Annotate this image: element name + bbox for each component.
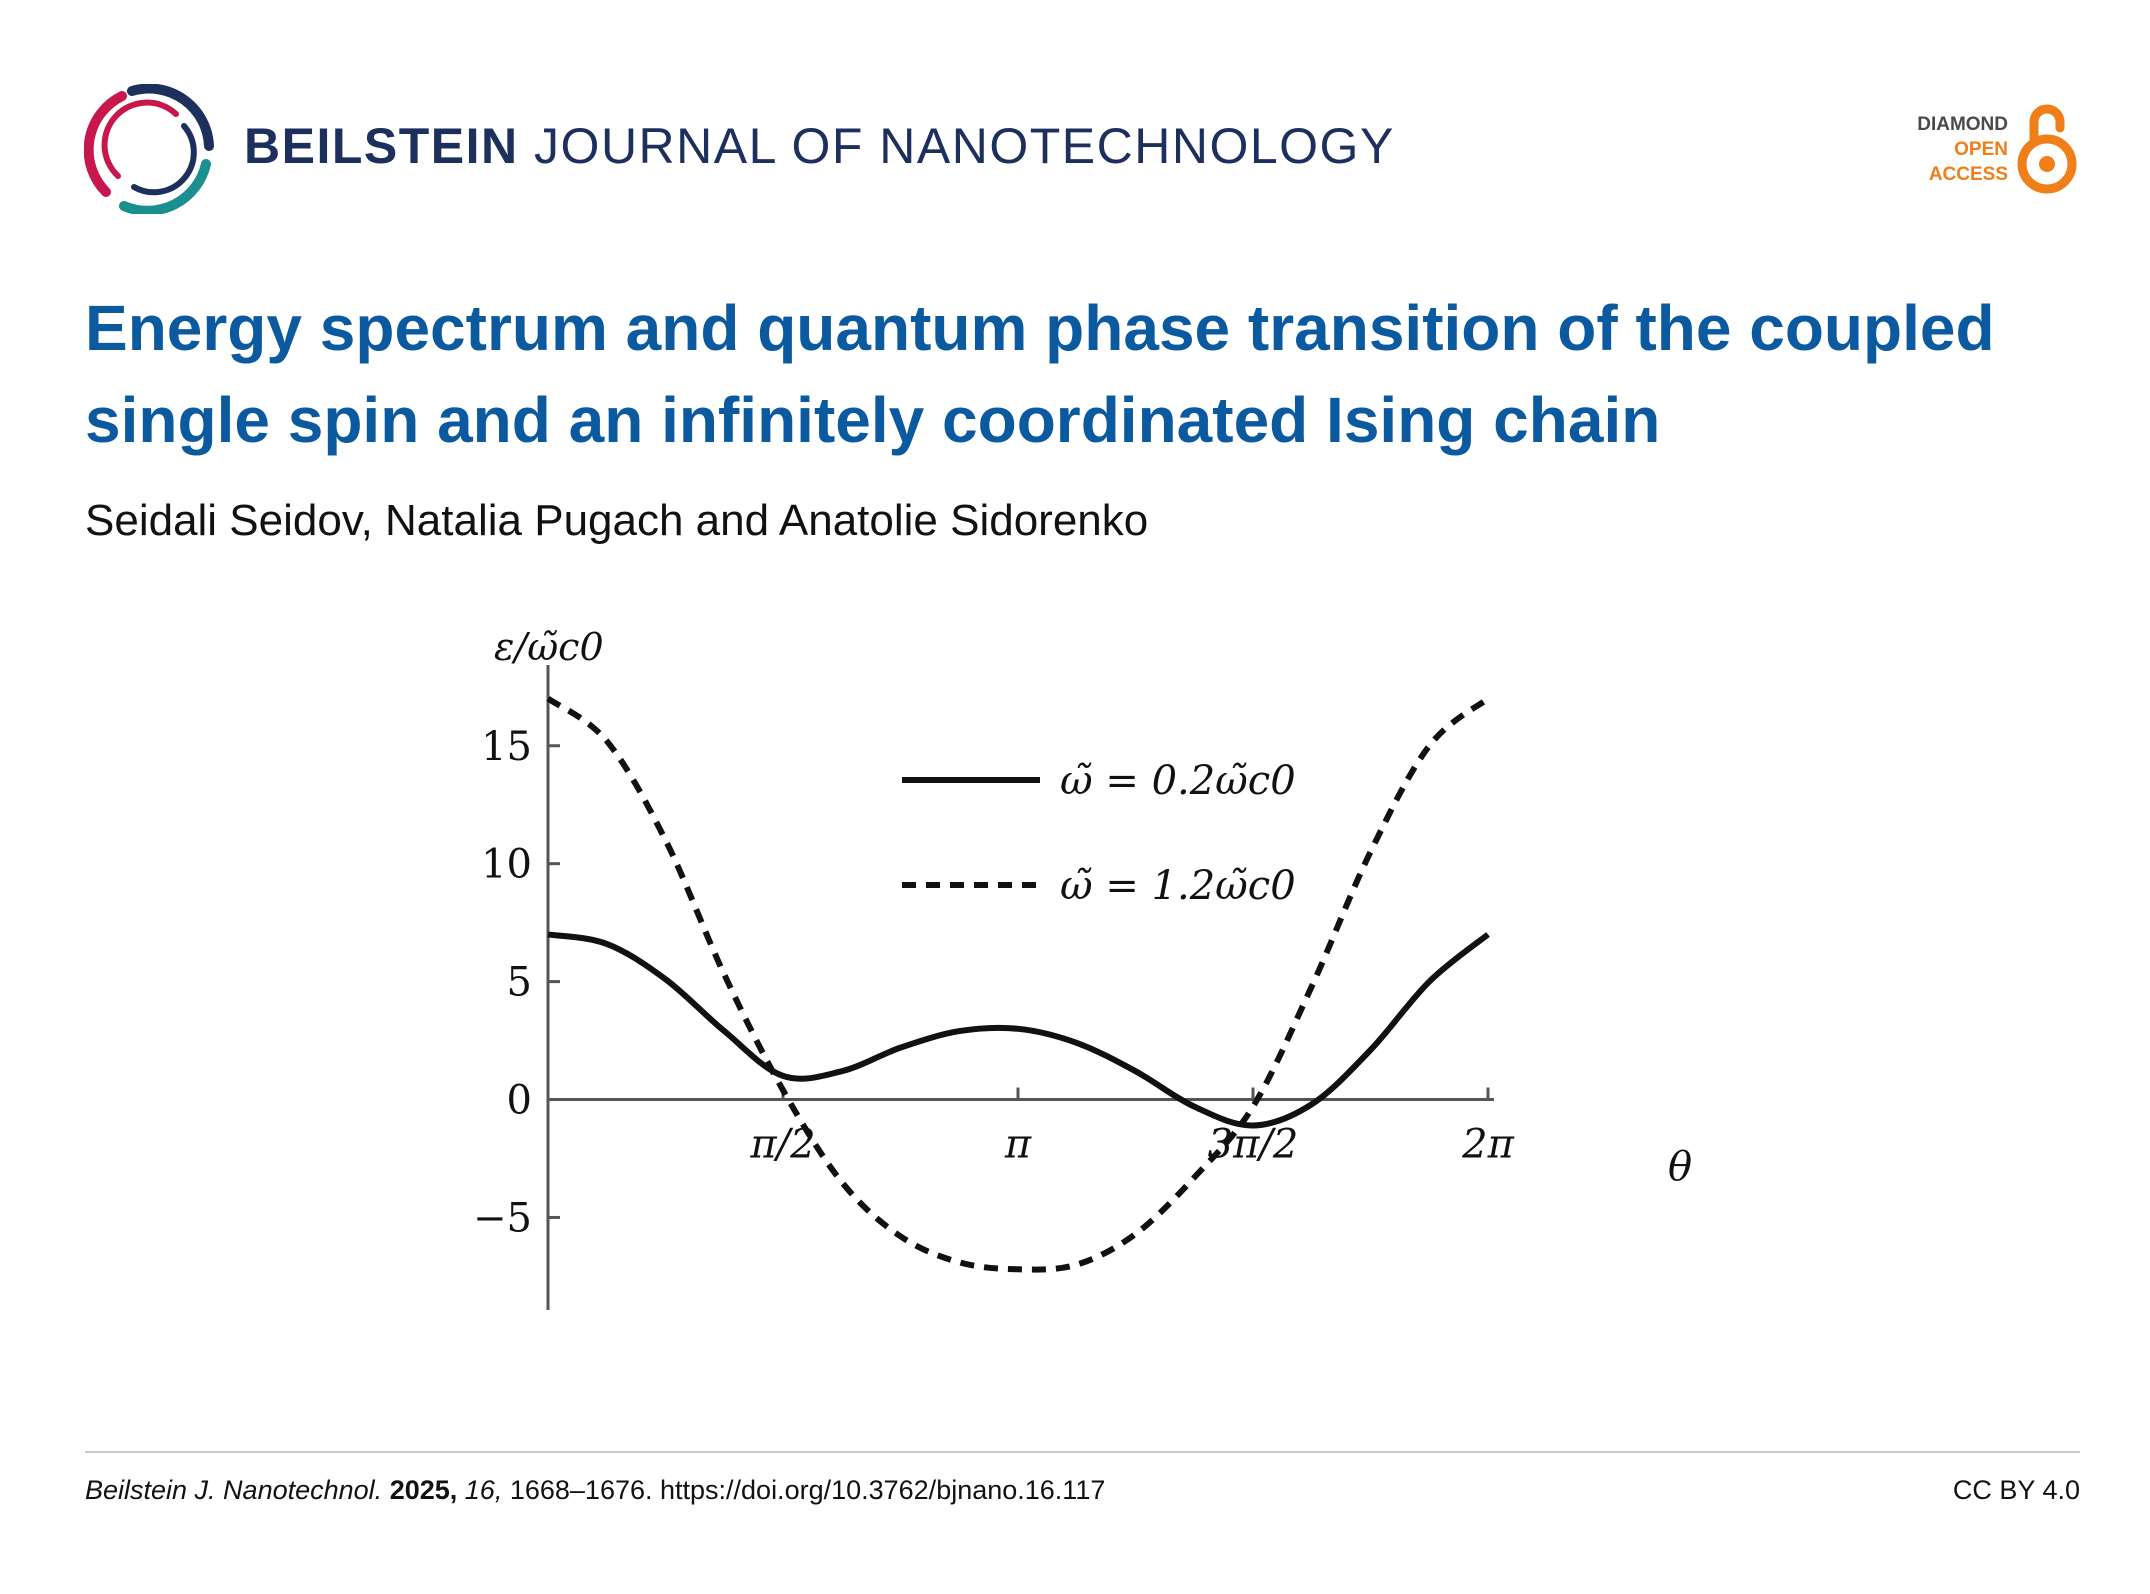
x-tick-label: π bbox=[1004, 1122, 1032, 1168]
badge-line-3: ACCESS bbox=[1928, 164, 2008, 185]
journal-name-rest: JOURNAL OF NANOTECHNOLOGY bbox=[534, 118, 1395, 174]
journal-logo-icon bbox=[84, 84, 214, 214]
citation-volume: 16, bbox=[464, 1475, 503, 1505]
y-tick-label: 0 bbox=[507, 1078, 532, 1124]
y-tick-label: −5 bbox=[473, 1195, 532, 1241]
citation-journal: Beilstein J. Nanotechnol. bbox=[85, 1475, 383, 1505]
y-tick-label: 5 bbox=[507, 960, 532, 1006]
x-tick-label: 3π/2 bbox=[1208, 1122, 1299, 1168]
legend-label-2: ω̃ = 1.2ω̃c0 bbox=[1060, 863, 1296, 909]
citation: Beilstein J. Nanotechnol. 2025, 16, 1668… bbox=[85, 1475, 1105, 1506]
series-line-2 bbox=[546, 696, 1490, 1273]
article-title: Energy spectrum and quantum phase transi… bbox=[85, 292, 1995, 456]
badge-line-1: DIAMOND bbox=[1917, 114, 2008, 135]
license-label: CC BY 4.0 bbox=[1952, 1475, 2080, 1505]
citation-doi-link[interactable]: 1668–1676. https://doi.org/10.3762/bjnan… bbox=[509, 1475, 1106, 1505]
legend-label-1: ω̃ = 0.2ω̃c0 bbox=[1060, 758, 1296, 804]
footer-divider bbox=[85, 1451, 2080, 1453]
y-tick-label: 10 bbox=[481, 842, 532, 888]
open-access-lock-icon bbox=[2017, 104, 2077, 194]
article-authors: Seidali Seidov, Natalia Pugach and Anato… bbox=[85, 496, 1149, 545]
energy-spectrum-figure: −5 0 5 10 15 π/2 π 3π/2 2π ω̃ = 0.2ω̃c0 ω̃ = 1.2ω… bbox=[400, 600, 1800, 1400]
x-axis-label: θ bbox=[1668, 1144, 1692, 1190]
chart-axes bbox=[546, 665, 1494, 1310]
y-tick-label: 15 bbox=[481, 724, 532, 770]
series-line-1 bbox=[547, 931, 1490, 1129]
chart-legend: ω̃ = 0.2ω̃c0 ω̃ = 1.2ω̃c0 bbox=[902, 758, 1296, 909]
citation-year: 2025, bbox=[389, 1475, 458, 1505]
diamond-open-access-badge: DIAMOND OPEN ACCESS bbox=[1880, 100, 2080, 200]
journal-name-bold: BEILSTEIN bbox=[244, 118, 519, 174]
journal-name: BEILSTEIN JOURNAL OF NANOTECHNOLOGY bbox=[244, 116, 1395, 176]
badge-line-2: OPEN bbox=[1954, 139, 2008, 160]
x-tick-label: 2π bbox=[1461, 1122, 1514, 1168]
header: BEILSTEIN JOURNAL OF NANOTECHNOLOGY DIAM… bbox=[0, 0, 2150, 230]
y-axis-label: ε/ω̃c0 bbox=[494, 625, 604, 669]
chart-series bbox=[546, 696, 1490, 1273]
